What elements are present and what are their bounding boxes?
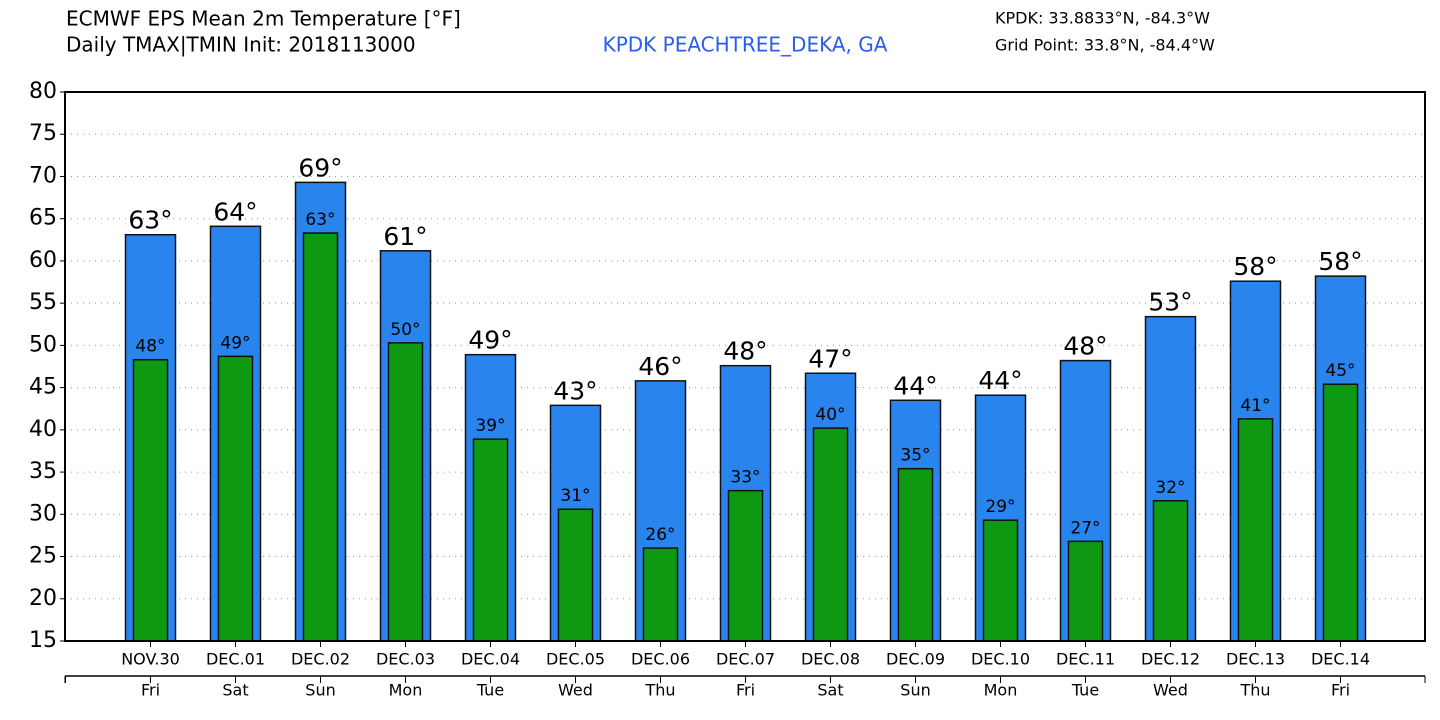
x-tick-label: DEC.13 [1226, 650, 1285, 669]
value-label: 32° [1155, 478, 1185, 498]
bar [302, 232, 339, 642]
x-tick-label: DEC.14 [1311, 650, 1370, 669]
x-tick-label: DEC.01 [206, 650, 265, 669]
weekday-label: Wed [1153, 681, 1188, 700]
value-label: 40° [815, 405, 845, 425]
y-tick-label: 80 [29, 79, 57, 104]
value-label: 58° [1318, 247, 1362, 276]
station-name: KPDK PEACHTREE_DEKA, GA [603, 33, 888, 57]
y-tick-label: 25 [29, 544, 57, 569]
chart-title: ECMWF EPS Mean 2m Temperature [°F] [66, 7, 461, 31]
value-label: 44° [893, 371, 937, 400]
x-tick-label: NOV.30 [121, 650, 180, 669]
x-tick-label: DEC.06 [631, 650, 690, 669]
value-label: 33° [730, 468, 760, 488]
value-label: 63° [128, 206, 172, 235]
value-label: 41° [1240, 396, 1270, 416]
weekday-label: Sun [900, 681, 930, 700]
weekday-label: Thu [1239, 681, 1270, 700]
plot-area: 15 20 25 30 35 40 45 50 55 60 65 70 75 80 63° 64° 69° 61°… [29, 79, 1426, 700]
y-tick-label: 20 [29, 586, 57, 611]
bar [387, 342, 424, 642]
weekday-label: Fri [736, 681, 755, 700]
x-tick-label: DEC.02 [291, 650, 350, 669]
value-label: 50° [390, 320, 420, 340]
y-tick-label: 70 [29, 163, 57, 188]
y-tick-label: 15 [29, 628, 57, 653]
value-label: 48° [723, 337, 767, 366]
value-label: 44° [978, 366, 1022, 395]
value-label: 48° [1063, 332, 1107, 361]
value-label: 35° [900, 446, 930, 466]
value-label: 47° [808, 344, 852, 373]
bar [982, 519, 1019, 642]
bar [812, 427, 849, 642]
value-label: 31° [560, 486, 590, 506]
x-tick-label: DEC.03 [376, 650, 435, 669]
bar [1237, 418, 1274, 642]
weekday-label: Mon [389, 681, 423, 700]
y-tick-label: 35 [29, 459, 57, 484]
y-tick-label: 75 [29, 121, 57, 146]
x-tick-label: DEC.05 [546, 650, 605, 669]
value-label: 45° [1325, 361, 1355, 381]
weekday-label: Fri [141, 681, 160, 700]
weekday-label: Sun [305, 681, 335, 700]
value-label: 46° [638, 352, 682, 381]
value-label: 43° [553, 376, 597, 405]
value-label: 48° [135, 337, 165, 357]
bar [1322, 383, 1359, 642]
x-tick-label: DEC.10 [971, 650, 1030, 669]
bar [557, 508, 594, 642]
bar [727, 489, 764, 642]
weekday-label: Mon [984, 681, 1018, 700]
value-label: 39° [475, 416, 505, 436]
value-label: 49° [468, 326, 512, 355]
bar [642, 547, 679, 642]
weekday-label: Fri [1331, 681, 1350, 700]
weekday-label: Sat [817, 681, 843, 700]
weekday-label: Tue [476, 681, 504, 700]
bar [1152, 500, 1189, 642]
value-label: 64° [213, 197, 257, 226]
bar [132, 358, 169, 642]
chart-subtitle: Daily TMAX|TMIN Init: 2018113000 [66, 33, 416, 57]
y-tick-label: 45 [29, 375, 57, 400]
weekday-label: Tue [1071, 681, 1099, 700]
weekday-label: Thu [644, 681, 675, 700]
y-tick-label: 50 [29, 332, 57, 357]
bar [897, 467, 934, 642]
plot-frame [64, 91, 1426, 642]
value-label: 29° [985, 497, 1015, 517]
x-tick-label: DEC.07 [716, 650, 775, 669]
weekday-label: Sat [222, 681, 248, 700]
y-tick-label: 65 [29, 206, 57, 231]
x-tick-label: DEC.12 [1141, 650, 1200, 669]
value-label: 26° [645, 525, 675, 545]
y-tick-label: 30 [29, 501, 57, 526]
value-label: 63° [305, 210, 335, 230]
value-label: 49° [220, 333, 250, 353]
x-tick-label: DEC.08 [801, 650, 860, 669]
x-tick-label: DEC.11 [1056, 650, 1115, 669]
grid-point: Grid Point: 33.8°N, -84.4°W [995, 36, 1215, 55]
bar [217, 355, 254, 642]
value-label: 27° [1070, 518, 1100, 538]
x-tick-label: DEC.09 [886, 650, 945, 669]
y-tick-label: 40 [29, 417, 57, 442]
station-coords: KPDK: 33.8833°N, -84.3°W [995, 9, 1210, 28]
weekday-label: Wed [558, 681, 593, 700]
value-label: 58° [1233, 252, 1277, 281]
value-label: 69° [298, 153, 342, 182]
y-tick-label: 55 [29, 290, 57, 315]
bar [1067, 540, 1104, 642]
x-tick-label: DEC.04 [461, 650, 520, 669]
y-tick-label: 60 [29, 248, 57, 273]
bar [472, 438, 509, 642]
value-label: 53° [1148, 288, 1192, 317]
value-label: 61° [383, 222, 427, 251]
